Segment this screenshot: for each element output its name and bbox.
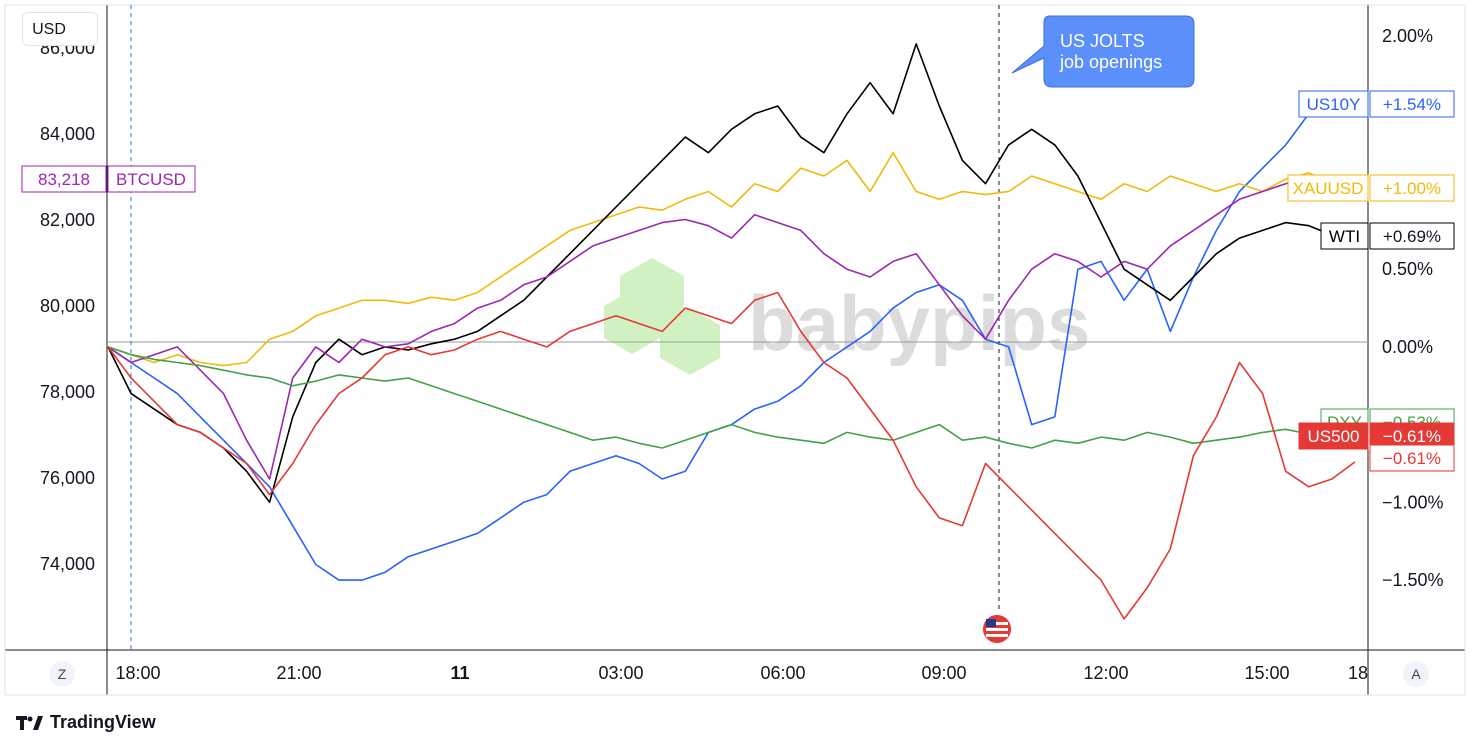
series-group: [107, 43, 1356, 620]
series-tag-value: +1.54%: [1383, 95, 1441, 114]
x-tick-label: 15:00: [1244, 663, 1289, 683]
series-tag-value: +1.00%: [1383, 179, 1441, 198]
x-tick-label: 21:00: [276, 663, 321, 683]
x-tick-label: 03:00: [598, 663, 643, 683]
tradingview-logo-icon: [16, 715, 44, 731]
left-tick-label: 78,000: [40, 382, 95, 402]
brand-name: TradingView: [50, 712, 156, 732]
right-tick-label: −1.50%: [1382, 570, 1444, 590]
x-tick-label: 06:00: [760, 663, 805, 683]
series-line-wti[interactable]: [107, 43, 1356, 504]
left-tick-label: 84,000: [40, 124, 95, 144]
series-line-dxy[interactable]: [107, 346, 1356, 449]
series-tag-name: US500: [1308, 427, 1360, 446]
callout-line-2: job openings: [1059, 52, 1162, 72]
x-tick-label: 11: [450, 663, 469, 683]
series-tag-name: WTI: [1329, 227, 1360, 246]
x-axis-ticks: 18:00 21:00 11 03:00 06:00 09:00 12:00 15:00 18: [115, 663, 1368, 683]
left-tick-label: 74,000: [40, 554, 95, 574]
currency-label: USD: [32, 21, 66, 38]
series-tag-value: +0.69%: [1383, 227, 1441, 246]
x-tick-label: 12:00: [1083, 663, 1128, 683]
right-tick-label: 0.50%: [1382, 259, 1433, 279]
btc-price-value: 83,218: [38, 170, 90, 189]
auto-scale-button[interactable]: A: [1403, 661, 1429, 687]
us500-secondary-value: −0.61%: [1383, 449, 1441, 468]
left-axis-ticks: 86,00084,00082,00080,00078,00076,00074,0…: [40, 38, 95, 574]
series-tag-value: −0.61%: [1383, 427, 1441, 446]
x-tick-label: 18: [1348, 663, 1368, 683]
currency-selector[interactable]: USD: [22, 12, 98, 46]
series-line-xauusd[interactable]: [107, 151, 1356, 367]
right-tick-label: 2.00%: [1382, 26, 1433, 46]
series-tag-xauusd[interactable]: XAUUSD +1.00%: [1287, 174, 1455, 202]
watermark-text: babypips: [748, 279, 1090, 367]
left-tick-label: 82,000: [40, 210, 95, 230]
series-tag-name: US10Y: [1307, 95, 1361, 114]
right-tick-label: −1.00%: [1382, 492, 1444, 512]
series-tag-wti[interactable]: WTI +0.69%: [1320, 222, 1455, 250]
right-tick-label: 0.00%: [1382, 337, 1433, 357]
x-tick-label: 09:00: [921, 663, 966, 683]
tradingview-brand[interactable]: TradingView: [16, 712, 156, 733]
left-tick-label: 76,000: [40, 468, 95, 488]
btc-price-tag[interactable]: 83,218 BTCUSD: [21, 165, 196, 193]
right-axis-ticks: 2.00% 0.50% 0.00% −1.00% −1.50%: [1382, 26, 1444, 590]
series-tag-name: XAUUSD: [1293, 179, 1364, 198]
callout-line-1: US JOLTS: [1060, 31, 1145, 51]
series-tags: US10Y+1.54%XAUUSD+1.00%WTI+0.69%DXY−0.53…: [21, 90, 1455, 472]
us500-secondary-tag: −0.61%: [1369, 444, 1455, 472]
us-flag-icon[interactable]: [981, 613, 1013, 645]
watermark-logo: babypips: [604, 258, 1090, 375]
left-tick-label: 80,000: [40, 296, 95, 316]
btc-price-name: BTCUSD: [116, 170, 186, 189]
zoom-reset-button[interactable]: Z: [49, 661, 75, 687]
series-tag-us10y[interactable]: US10Y +1.54%: [1298, 90, 1455, 118]
event-callout[interactable]: US JOLTS job openings: [1011, 15, 1195, 88]
series-line-btcusd[interactable]: [107, 175, 1356, 480]
x-tick-label: 18:00: [115, 663, 160, 683]
chart-border: [4, 4, 1466, 696]
series-line-us500[interactable]: [107, 291, 1356, 620]
